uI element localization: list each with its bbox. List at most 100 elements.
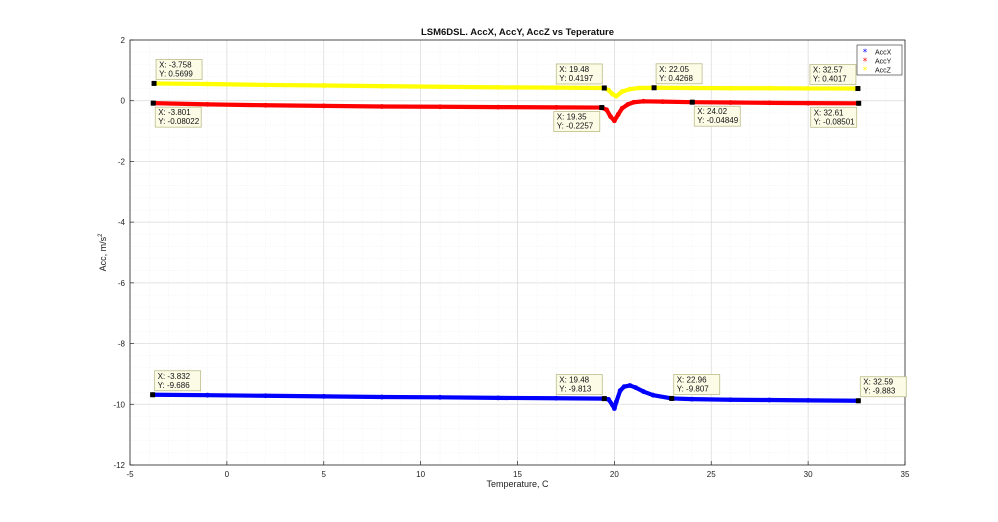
datatip-marker — [150, 392, 156, 398]
datatip-text: X: 32.61 — [814, 108, 844, 117]
datatip-text: X: 19.35 — [557, 113, 587, 122]
legend[interactable]: * AccX * AccY * AccZ — [856, 44, 903, 76]
datatip-box — [859, 376, 907, 398]
datatip-text: X: 32.57 — [813, 66, 843, 75]
data-point — [321, 83, 327, 88]
data-point — [805, 86, 811, 91]
data-point — [321, 103, 327, 109]
data-point — [660, 99, 666, 105]
datatip-box — [555, 63, 603, 85]
datatip-text: X: 19.48 — [559, 376, 589, 385]
datatip-text: X: -3.832 — [158, 372, 191, 381]
y-tick-label: -10 — [113, 400, 125, 409]
x-tick-label: 15 — [513, 470, 522, 479]
datatip-text: Y: 0.5699 — [159, 69, 193, 78]
datatip-box — [555, 374, 603, 396]
data-point — [495, 84, 501, 90]
data-point — [689, 396, 695, 402]
data-point — [613, 93, 619, 99]
datatip[interactable]: X: 19.35Y: -0.2257 — [553, 105, 605, 132]
datatip-box — [810, 106, 858, 128]
data-point — [631, 99, 637, 105]
datatip-marker — [855, 398, 861, 404]
y-tick-label: 2 — [121, 36, 126, 45]
datatip-text: Y: -0.2257 — [557, 122, 594, 131]
datatip-marker — [601, 396, 607, 402]
datatip[interactable]: X: 22.96Y: -9.807 — [669, 374, 721, 401]
data-point — [263, 393, 269, 399]
y-tick-label: -8 — [118, 340, 126, 349]
datatip-text: X: 22.96 — [677, 375, 707, 384]
datatip-text: Y: -9.813 — [559, 385, 592, 394]
datatip[interactable]: X: 32.61Y: -0.08501 — [810, 100, 862, 128]
data-point — [805, 397, 811, 403]
datatip-marker — [856, 100, 862, 106]
datatip-text: X: 22.05 — [659, 65, 689, 74]
data-point — [641, 389, 646, 394]
data-point — [617, 388, 623, 394]
x-tick-label: 25 — [707, 470, 716, 479]
y-tick-label: -6 — [118, 279, 126, 288]
chart-title: LSM6DSL. AccX, AccY, AccZ vs Teperature — [421, 27, 614, 38]
y-tick-label: 0 — [121, 97, 126, 106]
datatip-text: X: 24.02 — [697, 107, 727, 116]
data-point — [627, 86, 633, 92]
datatip[interactable]: X: 19.48Y: 0.4197 — [555, 63, 607, 91]
y-tick-label: -2 — [118, 157, 126, 166]
x-tick-label: 5 — [322, 470, 327, 479]
data-point — [263, 82, 269, 88]
datatip[interactable]: X: 32.57Y: 0.4017 — [809, 64, 861, 92]
data-point — [608, 114, 613, 119]
x-axis-label: Temperature, C — [486, 479, 549, 489]
datatip[interactable]: X: 32.59Y: -9.883 — [855, 376, 907, 404]
datatip-text: Y: -9.807 — [677, 384, 710, 393]
series-layer — [150, 81, 862, 411]
data-point — [606, 87, 611, 93]
data-point — [205, 392, 210, 398]
datatip-text: Y: 0.4268 — [659, 74, 693, 83]
datatip[interactable]: X: 24.02Y: -0.04849 — [689, 99, 741, 127]
series-accy — [150, 98, 862, 124]
datatip-marker — [599, 105, 605, 111]
datatip-marker — [689, 99, 695, 105]
data-point — [263, 102, 269, 108]
data-point — [728, 85, 734, 91]
data-point — [379, 83, 385, 89]
data-point — [553, 395, 559, 401]
datatip-marker — [669, 395, 675, 401]
legend-marker-accy: * — [863, 57, 868, 67]
legend-label-accz: AccZ — [875, 68, 892, 75]
data-point — [611, 118, 617, 124]
x-tick-label: 35 — [901, 470, 910, 479]
x-axis-ticks: -5 0 5 10 15 20 25 30 35 — [126, 461, 910, 479]
datatip-box — [154, 106, 202, 128]
datatip-marker — [651, 85, 657, 91]
datatip[interactable]: X: 22.05Y: 0.4268 — [651, 63, 703, 91]
x-tick-label: -5 — [126, 470, 134, 479]
datatip-text: Y: -9.883 — [863, 387, 896, 396]
datatip-text: Y: -0.04849 — [697, 116, 738, 125]
datatip-box — [809, 64, 857, 85]
series-trace-accy — [151, 99, 861, 123]
data-point — [627, 383, 633, 388]
data-point — [728, 100, 734, 105]
data-point — [205, 81, 210, 87]
data-point — [610, 402, 615, 408]
data-point — [610, 91, 615, 97]
data-point — [625, 101, 631, 107]
series-trace-accx — [150, 383, 861, 411]
legend-label-accx: AccX — [875, 50, 892, 57]
data-point — [553, 85, 559, 91]
data-point — [321, 393, 327, 399]
data-point — [604, 107, 610, 113]
datatip-text: X: 19.48 — [559, 65, 589, 74]
data-point — [495, 104, 501, 110]
data-point — [728, 397, 734, 403]
series-accz — [151, 81, 861, 99]
datatip-marker — [150, 100, 156, 106]
datatip[interactable]: X: 19.48Y: -9.813 — [555, 374, 607, 402]
x-tick-label: 20 — [610, 470, 619, 479]
